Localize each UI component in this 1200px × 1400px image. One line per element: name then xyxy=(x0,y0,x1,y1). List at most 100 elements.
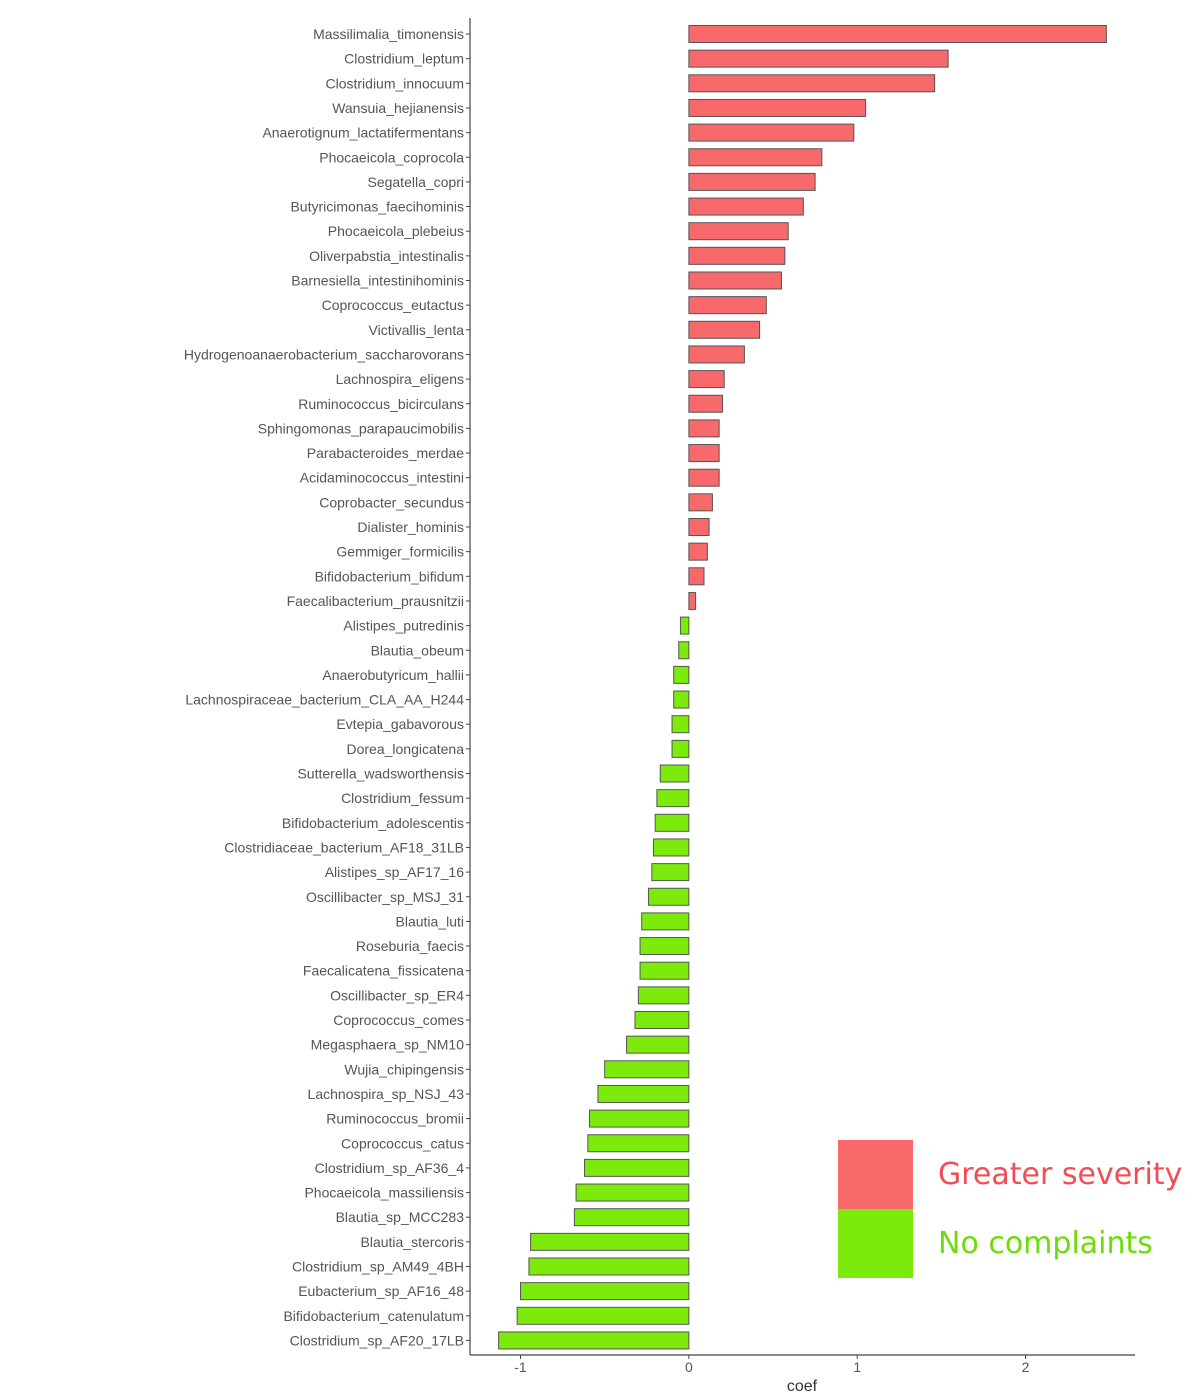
category-label-gemmiger-formicilis: Gemmiger_formicilis xyxy=(336,544,464,560)
category-label-blautia-luti: Blautia_luti xyxy=(396,913,465,929)
category-label-butyricimonas-faecihominis: Butyricimonas_faecihominis xyxy=(290,199,464,215)
category-label-phocaeicola-plebeius: Phocaeicola_plebeius xyxy=(328,223,464,239)
category-label-blautia-stercoris: Blautia_stercoris xyxy=(361,1234,465,1250)
bar-wansuia-hejianensis xyxy=(688,98,867,117)
category-label-wujia-chipingensis: Wujia_chipingensis xyxy=(344,1061,464,1077)
bar-faecalicatena-fissicatena xyxy=(639,961,690,980)
category-label-clostridium-sp-af36-4: Clostridium_sp_AF36_4 xyxy=(315,1160,465,1176)
bar-oscillibacter-sp-msj-31 xyxy=(647,887,690,906)
category-labels: Massilimalia_timonensis Clostridium_leptu… xyxy=(184,26,470,1348)
category-label-coprococcus-comes: Coprococcus_comes xyxy=(333,1012,464,1028)
bar-clostridiaceae-bacterium-af18-31lb xyxy=(653,838,690,857)
legend-swatch-greater-severity xyxy=(838,1140,913,1209)
bar-clostridium-leptum xyxy=(688,49,949,68)
category-label-eubacterium-sp-af16-48: Eubacterium_sp_AF16_48 xyxy=(298,1283,464,1299)
category-label-bifidobacterium-adolescentis: Bifidobacterium_adolescentis xyxy=(282,815,464,831)
bar-phocaeicola-coprocola xyxy=(688,148,823,167)
category-label-sphingomonas-parapaucimobilis: Sphingomonas_parapaucimobilis xyxy=(258,420,464,436)
bar-evtepia-gabavorous xyxy=(671,715,690,734)
category-label-blautia-obeum: Blautia_obeum xyxy=(371,642,464,658)
x-tick-label: 1 xyxy=(853,1359,861,1375)
category-label-victivallis-lenta: Victivallis_lenta xyxy=(369,322,465,338)
category-label-megasphaera-sp-nm10: Megasphaera_sp_NM10 xyxy=(311,1037,465,1053)
bar-anaerobutyricum-hallii xyxy=(673,665,690,684)
category-label-phocaeicola-massiliensis: Phocaeicola_massiliensis xyxy=(304,1185,464,1201)
category-label-oscillibacter-sp-msj-31: Oscillibacter_sp_MSJ_31 xyxy=(306,889,464,905)
bar-blautia-stercoris xyxy=(530,1232,690,1251)
bar-eubacterium-sp-af16-48 xyxy=(520,1282,690,1301)
category-label-faecalicatena-fissicatena: Faecalicatena_fissicatena xyxy=(303,963,464,979)
bar-victivallis-lenta xyxy=(688,320,761,339)
bar-wujia-chipingensis xyxy=(604,1060,690,1079)
category-label-coprobacter-secundus: Coprobacter_secundus xyxy=(319,494,464,510)
category-label-clostridium-sp-am49-4bh: Clostridium_sp_AM49_4BH xyxy=(292,1259,464,1275)
category-label-phocaeicola-coprocola: Phocaeicola_coprocola xyxy=(319,149,464,165)
x-tick-label: 0 xyxy=(685,1359,693,1375)
category-label-parabacteroides-merdae: Parabacteroides_merdae xyxy=(307,445,464,461)
category-label-bifidobacterium-bifidum: Bifidobacterium_bifidum xyxy=(315,568,464,584)
bar-hydrogenoanaerobacterium-saccharovorans xyxy=(688,345,745,364)
bar-parabacteroides-merdae xyxy=(688,444,720,463)
category-label-ruminococcus-bicirculans: Ruminococcus_bicirculans xyxy=(298,396,464,412)
category-label-dorea-longicatena: Dorea_longicatena xyxy=(346,741,464,757)
bar-acidaminococcus-intestini xyxy=(688,468,720,487)
x-axis-title: coef xyxy=(787,1378,818,1395)
bar-oliverpabstia-intestinalis xyxy=(688,246,786,265)
bar-dialister-hominis xyxy=(688,518,710,536)
category-label-clostridium-fessum: Clostridium_fessum xyxy=(341,790,464,806)
bar-roseburia-faecis xyxy=(639,937,690,956)
bar-coprococcus-catus xyxy=(587,1134,690,1153)
category-label-lachnospira-eligens: Lachnospira_eligens xyxy=(336,371,464,387)
legend-label-greater-severity: Greater severity xyxy=(938,1157,1183,1192)
bar-phocaeicola-plebeius xyxy=(688,222,789,241)
category-label-sutterella-wadsworthensis: Sutterella_wadsworthensis xyxy=(297,766,464,782)
category-label-clostridium-innocuum: Clostridium_innocuum xyxy=(325,75,464,91)
bar-massilimalia-timonensis xyxy=(688,25,1107,43)
category-label-clostridiaceae-bacterium-af18-31lb: Clostridiaceae_bacterium_AF18_31LB xyxy=(224,839,464,855)
axes xyxy=(469,18,1135,1356)
category-label-barnesiella-intestinihominis: Barnesiella_intestinihominis xyxy=(291,273,464,289)
bar-blautia-luti xyxy=(641,912,690,931)
bar-alistipes-sp-af17-16 xyxy=(651,863,690,882)
category-label-lachnospiraceae-bacterium-cla-aa-h244: Lachnospiraceae_bacterium_CLA_AA_H244 xyxy=(185,692,464,708)
category-label-anaerotignum-lactatifermentans: Anaerotignum_lactatifermentans xyxy=(262,125,464,141)
legend-item-greater-severity: Greater severity xyxy=(838,1140,1182,1209)
bar-megasphaera-sp-nm10 xyxy=(626,1035,690,1054)
bar-coprobacter-secundus xyxy=(688,493,713,512)
bar-segatella-copri xyxy=(688,172,816,191)
category-label-hydrogenoanaerobacterium-saccharovorans: Hydrogenoanaerobacterium_saccharovorans xyxy=(184,346,464,362)
category-label-coprococcus-catus: Coprococcus_catus xyxy=(341,1135,464,1151)
category-label-blautia-sp-mcc283: Blautia_sp_MCC283 xyxy=(336,1209,465,1225)
category-label-anaerobutyricum-hallii: Anaerobutyricum_hallii xyxy=(322,667,464,683)
category-label-oliverpabstia-intestinalis: Oliverpabstia_intestinalis xyxy=(309,248,464,264)
bar-clostridium-sp-af36-4 xyxy=(583,1158,690,1177)
bar-sphingomonas-parapaucimobilis xyxy=(688,419,720,438)
bar-clostridium-sp-af20-17lb xyxy=(498,1331,690,1350)
category-label-clostridium-leptum: Clostridium_leptum xyxy=(344,51,464,67)
category-label-ruminococcus-bromii: Ruminococcus_bromii xyxy=(326,1111,464,1127)
x-tick-label: 2 xyxy=(1022,1359,1030,1375)
bar-alistipes-putredinis xyxy=(679,616,690,635)
x-tick-label: -1 xyxy=(514,1359,527,1375)
x-ticks: -1 0 1 2 xyxy=(514,1355,1030,1375)
category-label-lachnospira-sp-nsj-43: Lachnospira_sp_NSJ_43 xyxy=(308,1086,465,1102)
bar-gemmiger-formicilis xyxy=(688,542,708,561)
legend: Greater severity No complaints xyxy=(838,1140,1182,1278)
bar-clostridium-innocuum xyxy=(688,74,936,93)
category-label-evtepia-gabavorous: Evtepia_gabavorous xyxy=(336,716,464,732)
category-label-dialister-hominis: Dialister_hominis xyxy=(357,519,464,535)
bar-phocaeicola-massiliensis xyxy=(575,1183,690,1202)
category-label-oscillibacter-sp-er4: Oscillibacter_sp_ER4 xyxy=(330,987,464,1003)
category-label-wansuia-hejianensis: Wansuia_hejianensis xyxy=(332,100,464,116)
legend-swatch-no-complaints xyxy=(838,1209,913,1278)
legend-label-no-complaints: No complaints xyxy=(938,1226,1153,1261)
category-label-alistipes-putredinis: Alistipes_putredinis xyxy=(343,618,464,634)
bar-sutterella-wadsworthensis xyxy=(659,764,690,783)
bar-lachnospiraceae-bacterium-cla-aa-h244 xyxy=(673,690,690,709)
category-label-bifidobacterium-catenulatum: Bifidobacterium_catenulatum xyxy=(283,1308,464,1324)
category-label-clostridium-sp-af20-17lb: Clostridium_sp_AF20_17LB xyxy=(290,1332,464,1348)
bar-faecalibacterium-prausnitzii xyxy=(688,591,697,610)
bar-barnesiella-intestinihominis xyxy=(688,271,782,290)
bar-bifidobacterium-adolescentis xyxy=(654,813,690,832)
